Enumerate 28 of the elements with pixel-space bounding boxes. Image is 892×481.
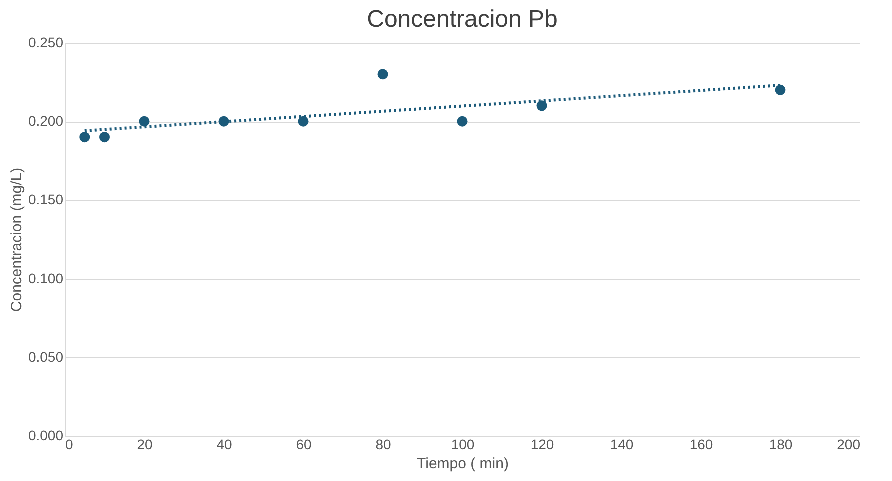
x-tick-label: 100 — [451, 436, 475, 452]
point — [139, 116, 150, 127]
point — [100, 132, 110, 143]
x-tick-label: 160 — [690, 436, 714, 452]
y-axis-title: Concentracion (mg/L) — [8, 168, 26, 312]
x-tick-label: 80 — [376, 436, 392, 452]
x-tick-label: 20 — [137, 436, 153, 452]
y-tick-label: 0.000 — [28, 428, 64, 444]
x-tick-label: 140 — [610, 436, 634, 452]
point — [536, 100, 548, 112]
point — [80, 132, 90, 143]
point — [775, 84, 786, 96]
x-axis-title: Tiempo ( min) — [417, 456, 509, 472]
x-tick-label: 200 — [837, 436, 861, 452]
x-tick-label: 60 — [296, 436, 312, 452]
x-tick-label: 120 — [530, 436, 554, 452]
chart-title: Concentracion Pb — [367, 6, 558, 33]
y-tick-label: 0.050 — [28, 348, 64, 365]
x-tick-label: 40 — [216, 436, 232, 452]
point — [298, 116, 309, 127]
y-tick-label: 0.200 — [28, 113, 64, 130]
point — [378, 69, 388, 80]
x-tick-label: 180 — [769, 436, 793, 452]
point — [457, 116, 468, 127]
y-tick-label: 0.250 — [28, 34, 64, 50]
y-tick-label: 0.150 — [28, 192, 64, 208]
y-tick-label: 0.100 — [28, 270, 64, 286]
x-tick-label: 0 — [66, 436, 74, 452]
